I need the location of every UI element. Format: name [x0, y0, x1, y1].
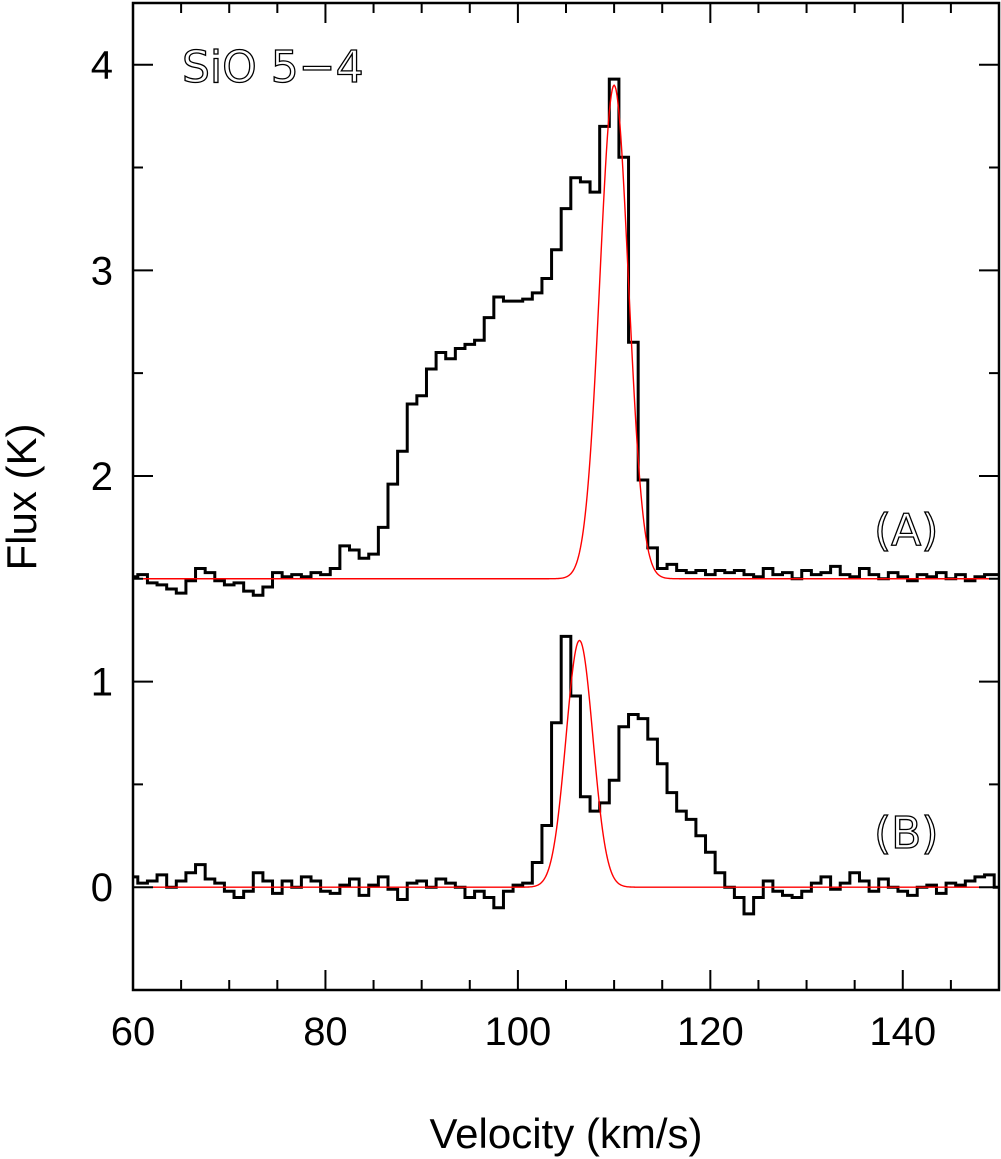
- spectrum-label-a: (A): [874, 505, 938, 556]
- spectrum-histogram-line: [133, 634, 999, 916]
- y-tick-label: 4: [91, 44, 113, 88]
- y-tick-label: 1: [91, 661, 113, 705]
- gaussian-fit-line: [133, 84, 999, 580]
- y-tick-label: 3: [91, 249, 113, 293]
- series-layer: [133, 77, 999, 916]
- spectrum-label-b: (B): [874, 808, 939, 859]
- x-tick-label: 100: [485, 1010, 552, 1054]
- x-axis-title: Velocity (km/s): [429, 1110, 702, 1157]
- y-axis-title: Flux (K): [0, 424, 45, 571]
- y-tick-label: 0: [91, 866, 113, 910]
- gaussian-fit-line: [133, 639, 999, 888]
- chart-title: SiO 5−4: [182, 42, 364, 93]
- spectrum-histogram-line: [133, 77, 999, 597]
- x-tick-label: 140: [869, 1010, 936, 1054]
- x-tick-label: 80: [303, 1010, 348, 1054]
- x-axis-ticks: 60 80 100 120 140: [111, 3, 1000, 1054]
- y-axis-ticks: 0 1 2 3 4: [91, 44, 999, 991]
- x-tick-label: 120: [677, 1010, 744, 1054]
- y-tick-label: 2: [91, 455, 113, 499]
- x-tick-label: 60: [111, 1010, 156, 1054]
- plot-frame: [131, 1, 1001, 992]
